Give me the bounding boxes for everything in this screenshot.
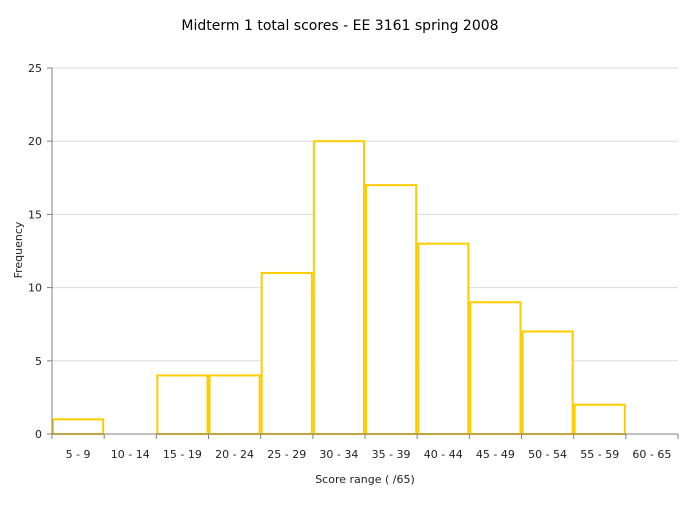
- bar-5-9: [52, 418, 105, 435]
- x-tick-label: 35 - 39: [372, 448, 411, 461]
- x-tick-label: 30 - 34: [319, 448, 358, 461]
- chart-title: Midterm 1 total scores - EE 3161 spring …: [181, 18, 498, 34]
- tick-labels: 0 5 10 15 20 25 5 - 9 10 - 14 15 - 19 20 - 24 25 -…: [28, 62, 671, 461]
- x-tick-label: 25 - 29: [267, 448, 306, 461]
- x-tick-label: 45 - 49: [476, 448, 515, 461]
- x-tick-label: 55 - 59: [580, 448, 619, 461]
- y-tick-label: 10: [28, 282, 42, 295]
- x-tick-label: 40 - 44: [424, 448, 463, 461]
- y-tick-label: 0: [35, 428, 42, 441]
- bar-15-19: [156, 374, 209, 436]
- bar-20-24: [208, 374, 261, 436]
- bar-45-49: [469, 301, 522, 435]
- y-tick-label: 20: [28, 135, 42, 148]
- x-tick-label: 5 - 9: [66, 448, 91, 461]
- bar-50-54: [521, 330, 574, 435]
- x-axis-label: Score range ( /65): [315, 473, 415, 486]
- x-tick-label: 20 - 24: [215, 448, 254, 461]
- x-tick-label: 50 - 54: [528, 448, 567, 461]
- y-tick-label: 5: [35, 355, 42, 368]
- bar-35-39: [365, 184, 418, 435]
- axes: [47, 67, 679, 439]
- x-tick-label: 10 - 14: [111, 448, 150, 461]
- y-tick-label: 15: [28, 208, 42, 221]
- bar-25-29: [260, 271, 313, 435]
- bar-55-59: [573, 403, 626, 436]
- y-tick-label: 25: [28, 62, 42, 75]
- x-tick-label: 60 - 65: [632, 448, 671, 461]
- x-tick-label: 15 - 19: [163, 448, 202, 461]
- y-axis-label: Frequency: [12, 221, 25, 278]
- bar-30-34: [312, 140, 366, 435]
- bar-40-44: [417, 242, 470, 435]
- bars: [52, 140, 626, 436]
